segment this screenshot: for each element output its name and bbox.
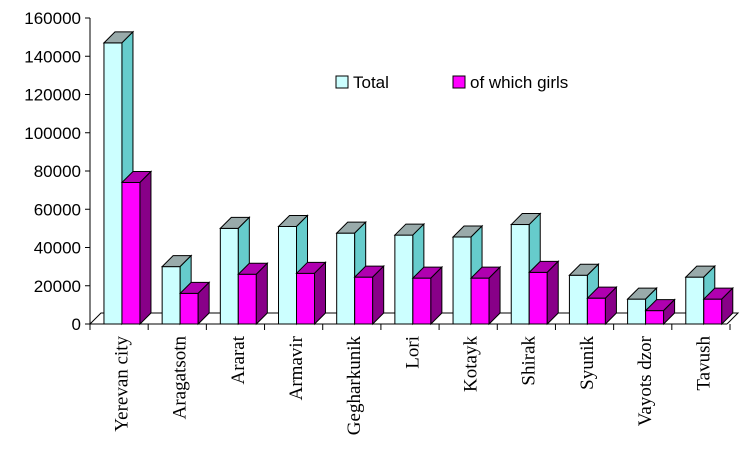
- bar-girls: [702, 286, 734, 326]
- bar-girls: [528, 260, 560, 326]
- bar-side: [139, 170, 152, 326]
- bar-front: [568, 274, 588, 325]
- y-tick-label: 140000: [24, 47, 81, 66]
- x-category-label: Syunik: [577, 336, 598, 390]
- x-category-label: Armavir: [286, 335, 307, 400]
- y-tick-label: 120000: [24, 86, 81, 105]
- bar-front: [412, 277, 432, 325]
- bar-girls: [411, 265, 444, 326]
- bar-front: [103, 42, 123, 325]
- x-category-label: Kotayk: [461, 336, 482, 392]
- bar-side: [372, 264, 385, 326]
- legend-label-total: Total: [353, 73, 389, 92]
- bar-girls: [120, 170, 153, 326]
- bar-side: [488, 265, 501, 326]
- bar-front: [586, 297, 606, 325]
- bar-front: [219, 227, 239, 325]
- bar-girls: [237, 262, 269, 326]
- x-category-label: Yerevan city: [111, 336, 132, 432]
- bar-front: [627, 298, 647, 325]
- y-tick-label: 80000: [34, 162, 81, 181]
- y-tick-label: 40000: [34, 239, 81, 258]
- y-tick-label: 60000: [34, 200, 81, 219]
- x-category-label: Vayots dzor: [635, 335, 656, 426]
- bar-side: [721, 286, 734, 326]
- bar-girls: [644, 298, 676, 326]
- bar-girls: [295, 261, 327, 326]
- bar-side: [430, 265, 443, 326]
- x-category-label: Aragatsotn: [170, 336, 191, 420]
- legend-swatch-total: [335, 75, 349, 89]
- chart-bars: [102, 30, 734, 326]
- legend-label-girls: of which girls: [470, 73, 568, 92]
- bar-front: [336, 232, 356, 325]
- bar-front: [237, 273, 257, 325]
- y-tick-label: 160000: [24, 9, 81, 28]
- bar-front: [296, 272, 316, 325]
- x-category-label: Ararat: [228, 335, 249, 384]
- bar-front: [685, 276, 705, 325]
- bar-front: [528, 271, 548, 325]
- x-category-label: Lori: [402, 336, 423, 369]
- x-category-label: Gegharkunik: [344, 336, 365, 436]
- y-tick-label: 100000: [24, 124, 81, 143]
- bar-front: [161, 266, 181, 325]
- bar-side: [314, 261, 327, 326]
- legend-swatch-girls: [452, 75, 466, 89]
- bar-front: [645, 310, 665, 325]
- bar-side: [663, 298, 676, 326]
- bar-front: [510, 224, 530, 325]
- bar-front: [452, 236, 472, 325]
- bar-side: [197, 281, 210, 326]
- bar-front: [179, 292, 199, 325]
- chart-legend: Total of which girls: [335, 73, 568, 92]
- bar-girls: [469, 265, 502, 326]
- bar-side: [604, 285, 617, 326]
- chart-ticks: 0 20000 40000 60000 80000 100000 120000 140000 1…: [24, 9, 731, 436]
- bar-front: [703, 298, 723, 325]
- bar-front: [354, 276, 374, 325]
- bar-front: [470, 277, 490, 325]
- y-tick-label: 0: [72, 315, 81, 334]
- bar-girls: [353, 264, 385, 326]
- x-category-label: Shirak: [519, 336, 540, 386]
- y-tick-label: 20000: [34, 277, 81, 296]
- bar-front: [394, 234, 414, 325]
- x-category-label: Tavush: [693, 336, 714, 391]
- bar-girls: [586, 285, 618, 326]
- bar-girls: [178, 281, 211, 326]
- bar-front: [121, 181, 141, 325]
- bar-side: [546, 260, 559, 326]
- bar-side: [255, 262, 268, 326]
- bar-front: [278, 225, 298, 325]
